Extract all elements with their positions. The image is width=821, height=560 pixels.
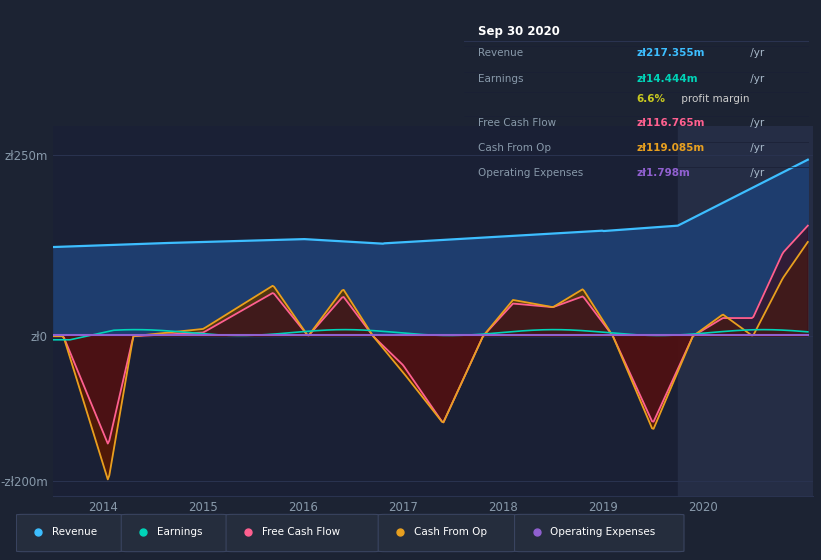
Text: Cash From Op: Cash From Op [414,527,487,537]
Text: Earnings: Earnings [478,74,523,83]
FancyBboxPatch shape [226,514,380,552]
Text: zł116.765m: zł116.765m [636,118,704,128]
Text: 6.6%: 6.6% [636,94,665,104]
Text: Free Cash Flow: Free Cash Flow [262,527,340,537]
Text: /yr: /yr [746,169,764,178]
Text: zł14.444m: zł14.444m [636,74,698,83]
Text: Operating Expenses: Operating Expenses [550,527,655,537]
Text: Sep 30 2020: Sep 30 2020 [478,25,560,38]
Text: /yr: /yr [746,143,764,153]
FancyBboxPatch shape [122,514,227,552]
Text: zł119.085m: zł119.085m [636,143,704,153]
Text: zł217.355m: zł217.355m [636,48,704,58]
Text: Free Cash Flow: Free Cash Flow [478,118,556,128]
Text: /yr: /yr [746,118,764,128]
Text: /yr: /yr [746,48,764,58]
Text: Revenue: Revenue [478,48,523,58]
Text: Revenue: Revenue [52,527,97,537]
Text: zł1.798m: zł1.798m [636,169,690,178]
Text: Operating Expenses: Operating Expenses [478,169,583,178]
Text: /yr: /yr [746,74,764,83]
FancyBboxPatch shape [378,514,516,552]
Text: Cash From Op: Cash From Op [478,143,551,153]
Bar [678,126,821,496]
FancyBboxPatch shape [515,514,684,552]
Text: profit margin: profit margin [677,94,749,104]
Text: Earnings: Earnings [157,527,202,537]
FancyBboxPatch shape [16,514,123,552]
